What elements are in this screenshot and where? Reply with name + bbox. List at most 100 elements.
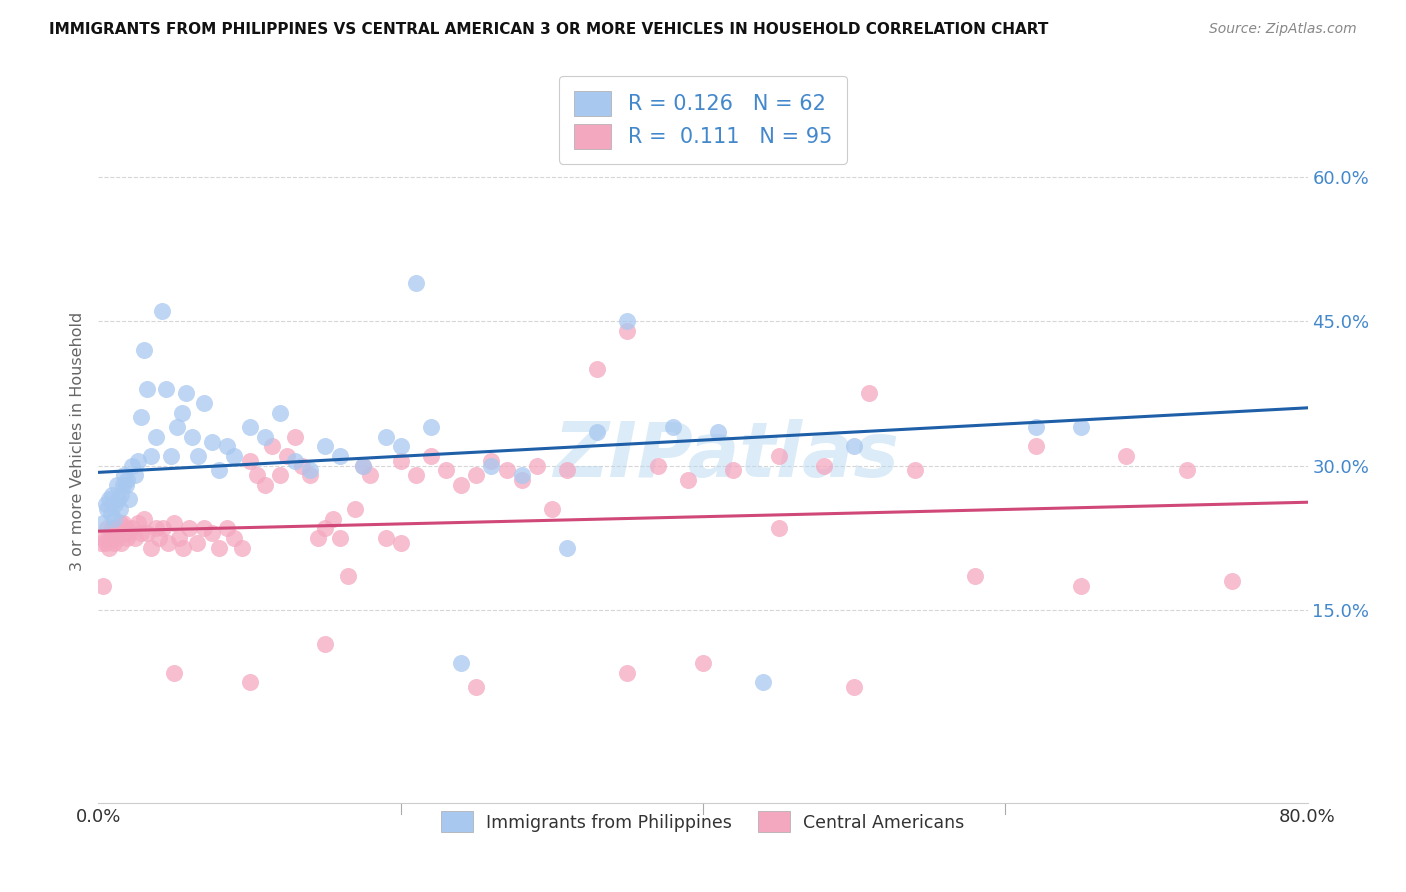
Point: [904, 463, 927, 477]
Point: [94, 535, 117, 549]
Point: [90, 535, 112, 549]
Point: [405, 468, 427, 483]
Point: [101, 487, 124, 501]
Point: [465, 468, 488, 483]
Point: [121, 521, 143, 535]
Point: [170, 406, 193, 420]
Point: [723, 463, 745, 477]
Point: [208, 541, 231, 555]
Point: [172, 541, 194, 555]
Point: [156, 535, 179, 549]
Point: [314, 439, 336, 453]
Point: [96, 521, 118, 535]
Point: [208, 463, 231, 477]
Point: [91, 579, 114, 593]
Point: [124, 468, 146, 483]
Point: [434, 463, 457, 477]
Point: [148, 531, 170, 545]
Point: [179, 521, 201, 535]
Point: [110, 535, 132, 549]
Point: [1024, 439, 1046, 453]
Point: [112, 526, 135, 541]
Point: [186, 535, 208, 549]
Point: [752, 675, 775, 690]
Point: [101, 521, 124, 535]
Point: [152, 521, 174, 535]
Point: [103, 535, 125, 549]
Point: [692, 656, 714, 670]
Point: [526, 458, 548, 473]
Point: [108, 516, 131, 531]
Point: [450, 656, 472, 670]
Point: [91, 516, 114, 531]
Point: [284, 454, 307, 468]
Point: [132, 511, 155, 525]
Point: [555, 541, 578, 555]
Point: [118, 492, 141, 507]
Point: [127, 516, 149, 531]
Point: [586, 362, 609, 376]
Point: [215, 521, 238, 535]
Point: [201, 434, 224, 449]
Y-axis label: 3 or more Vehicles in Household: 3 or more Vehicles in Household: [70, 312, 86, 571]
Point: [150, 304, 173, 318]
Point: [405, 276, 427, 290]
Point: [129, 410, 152, 425]
Point: [121, 458, 143, 473]
Point: [813, 458, 835, 473]
Point: [231, 541, 253, 555]
Point: [135, 382, 157, 396]
Point: [374, 531, 396, 545]
Point: [104, 521, 127, 535]
Point: [201, 526, 224, 541]
Point: [93, 531, 115, 545]
Point: [768, 449, 790, 463]
Point: [1070, 579, 1092, 593]
Point: [135, 526, 157, 541]
Point: [676, 473, 699, 487]
Point: [299, 468, 322, 483]
Point: [616, 314, 638, 328]
Point: [224, 449, 246, 463]
Point: [114, 521, 136, 535]
Point: [307, 531, 329, 545]
Point: [450, 478, 472, 492]
Point: [115, 473, 138, 487]
Point: [141, 449, 163, 463]
Point: [253, 430, 276, 444]
Point: [481, 458, 503, 473]
Point: [510, 468, 533, 483]
Point: [647, 458, 669, 473]
Point: [352, 458, 374, 473]
Point: [100, 507, 122, 521]
Point: [193, 521, 215, 535]
Point: [104, 497, 127, 511]
Point: [1024, 420, 1046, 434]
Point: [314, 637, 336, 651]
Point: [98, 541, 121, 555]
Point: [103, 511, 125, 525]
Point: [155, 382, 177, 396]
Point: [112, 468, 135, 483]
Point: [374, 430, 396, 444]
Point: [329, 531, 352, 545]
Point: [193, 396, 215, 410]
Point: [299, 463, 322, 477]
Point: [616, 324, 638, 338]
Point: [262, 439, 284, 453]
Point: [389, 535, 412, 549]
Point: [844, 439, 866, 453]
Point: [166, 420, 188, 434]
Point: [105, 478, 128, 492]
Point: [132, 343, 155, 357]
Point: [105, 531, 128, 545]
Point: [510, 473, 533, 487]
Point: [108, 502, 131, 516]
Point: [844, 680, 866, 694]
Point: [118, 526, 141, 541]
Point: [110, 487, 132, 501]
Point: [540, 502, 562, 516]
Point: [269, 468, 291, 483]
Point: [465, 680, 488, 694]
Point: [661, 420, 683, 434]
